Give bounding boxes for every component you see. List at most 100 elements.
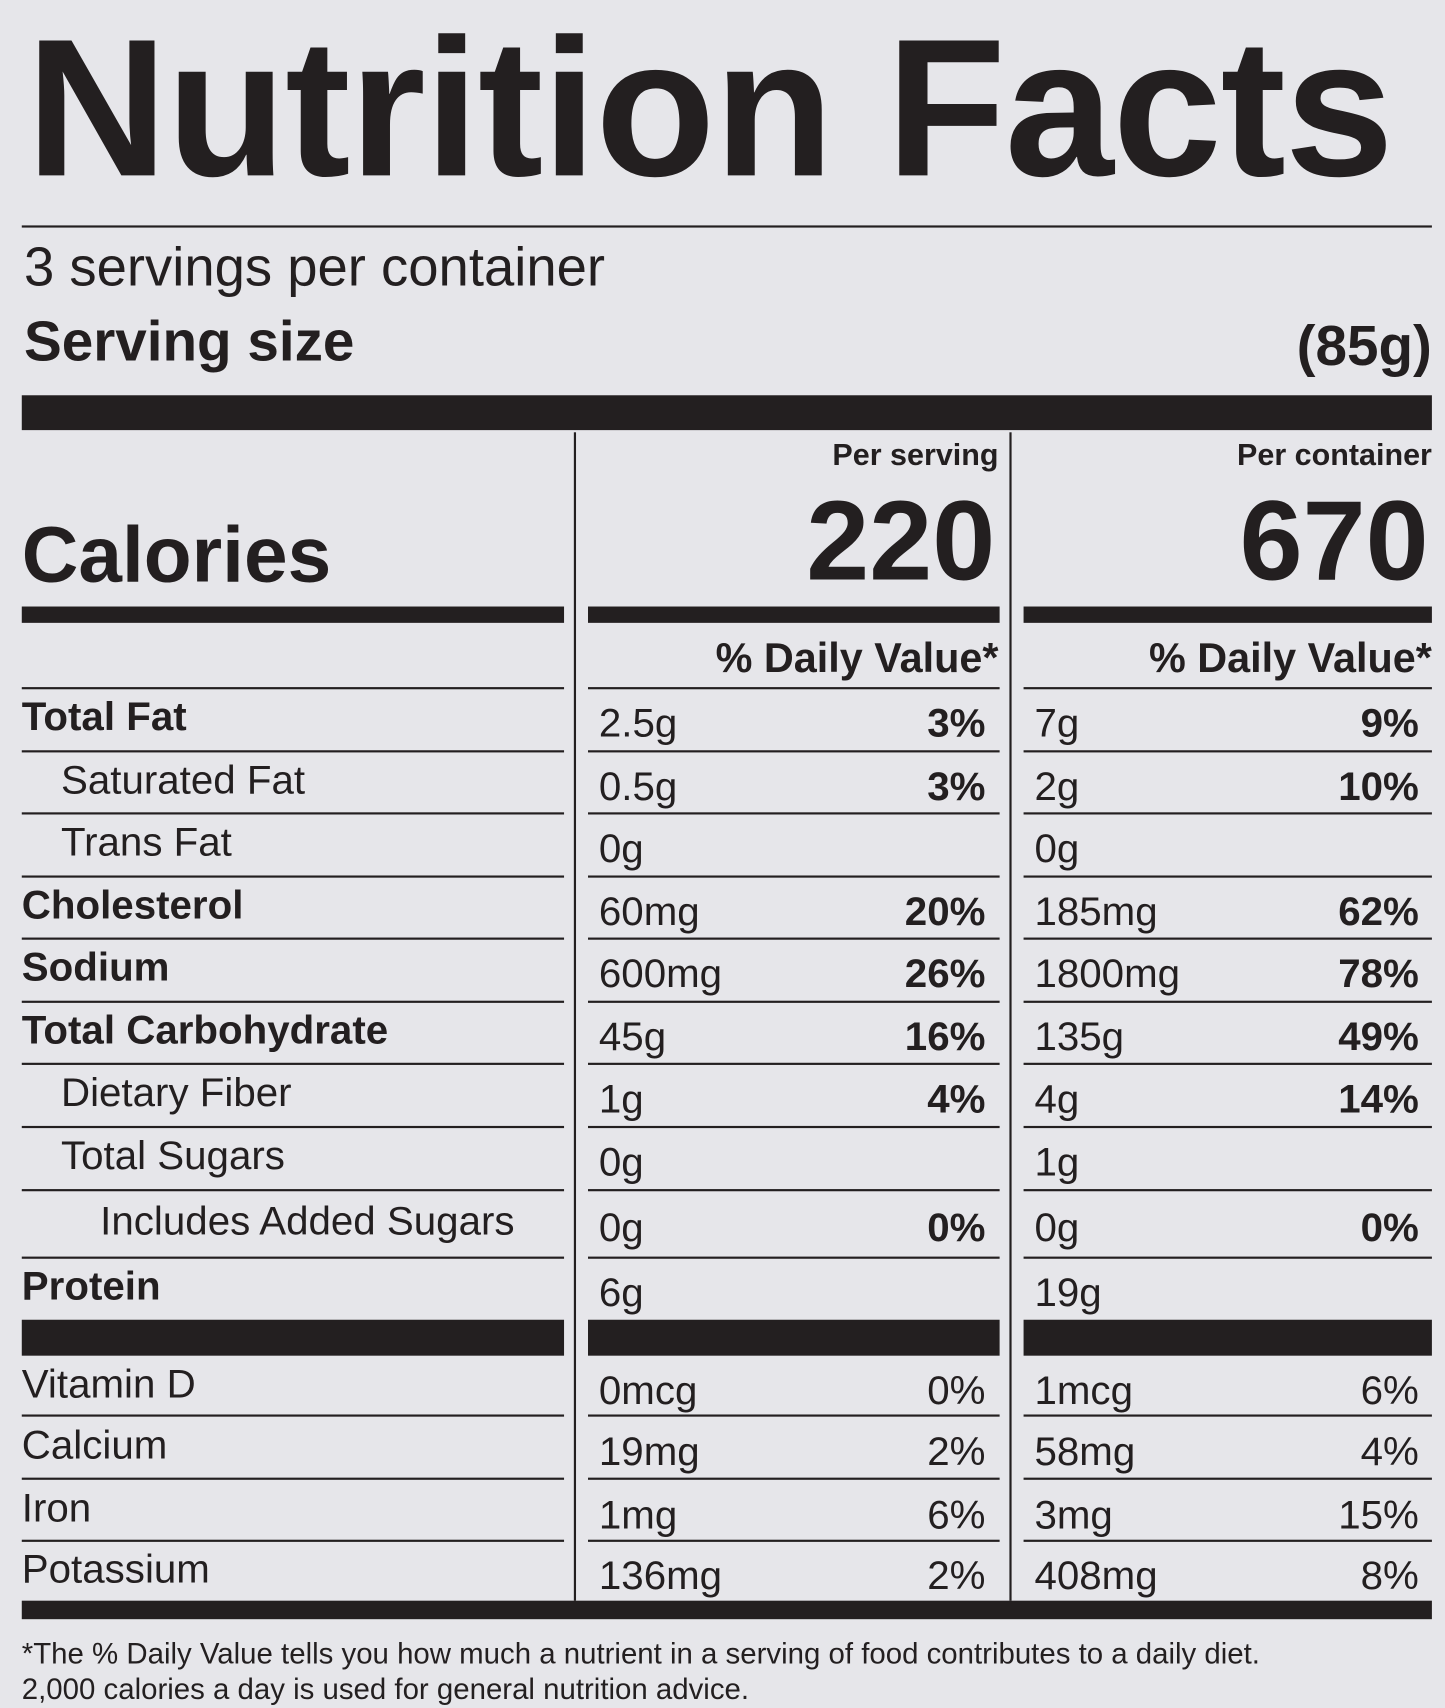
amount: 2g — [1034, 763, 1080, 808]
rule — [21, 1000, 565, 1003]
nutrient-name: Saturated Fat — [60, 756, 306, 802]
rule — [1023, 1000, 1432, 1003]
rule — [1023, 687, 1432, 690]
daily-value: 0% — [927, 1367, 986, 1413]
nutrient-name: Total Sugars — [60, 1133, 285, 1178]
daily-value: 3% — [927, 700, 986, 746]
rule — [21, 875, 565, 878]
calories-value: 220 — [806, 478, 996, 605]
amount: 58mg — [1034, 1429, 1136, 1474]
rule — [21, 1539, 565, 1542]
amount: 2.5g — [598, 700, 678, 746]
rule — [588, 1062, 1000, 1065]
amount: 0g — [1034, 825, 1080, 871]
dv-heading: % Daily Value* — [715, 635, 999, 682]
amount: 0g — [598, 825, 644, 871]
amount: 0g — [598, 1204, 644, 1250]
daily-value: 26% — [904, 951, 986, 996]
rule — [21, 750, 565, 753]
rule — [588, 750, 1000, 753]
thick-rule — [588, 606, 1000, 623]
thick-rule — [21, 606, 565, 623]
thick-rule — [1023, 606, 1432, 623]
thick-rule — [21, 395, 1432, 431]
amount: 4g — [1034, 1076, 1080, 1122]
rule — [1023, 1414, 1432, 1417]
rule — [588, 1477, 1000, 1480]
amount: 1mg — [598, 1491, 678, 1537]
daily-value: 14% — [1338, 1076, 1419, 1122]
rule — [588, 812, 1000, 815]
vitamin-name: Vitamin D — [21, 1361, 196, 1406]
daily-value: 2% — [927, 1552, 986, 1598]
rule — [21, 1125, 565, 1129]
daily-value: 9% — [1360, 700, 1419, 746]
amount: 19g — [1034, 1269, 1102, 1315]
serving-size-label: Serving size — [23, 310, 355, 374]
rule — [588, 1256, 1000, 1259]
rule — [588, 937, 1000, 940]
nutrient-name: Protein — [21, 1263, 161, 1308]
amount: 1g — [598, 1076, 644, 1122]
daily-value: 20% — [904, 888, 986, 934]
vitamin-name: Iron — [21, 1485, 92, 1530]
rule — [1023, 1256, 1432, 1259]
rule — [1023, 812, 1432, 815]
rule — [1023, 875, 1432, 878]
thick-rule — [21, 1600, 1432, 1620]
amount: 1800mg — [1034, 951, 1181, 996]
nutrient-name: Trans Fat — [60, 819, 232, 865]
rule — [21, 687, 565, 690]
daily-value: 10% — [1338, 763, 1419, 808]
footnote: 2,000 calories a day is used for general… — [21, 1673, 750, 1706]
rule — [21, 1062, 565, 1065]
amount: 1g — [1034, 1139, 1080, 1185]
rule — [1023, 1539, 1432, 1542]
daily-value: 0% — [927, 1204, 986, 1250]
thick-rule — [588, 1319, 1000, 1356]
amount: 136mg — [598, 1552, 723, 1598]
column-heading: Per container — [1237, 437, 1432, 472]
rule — [1023, 937, 1432, 940]
rule — [1023, 1062, 1432, 1065]
amount: 0g — [1034, 1204, 1080, 1250]
calories-value: 670 — [1239, 478, 1429, 605]
rule — [21, 812, 565, 815]
amount: 0mcg — [598, 1367, 698, 1413]
column-divider — [1009, 432, 1012, 1601]
amount: 7g — [1034, 700, 1080, 746]
serving-size: (85g) — [1296, 314, 1432, 378]
column-divider — [573, 432, 577, 1601]
footnote: *The % Daily Value tells you how much a … — [21, 1637, 1260, 1670]
servings: 3 servings per container — [23, 236, 606, 298]
nutrient-name: Dietary Fiber — [60, 1069, 292, 1115]
rule — [1023, 1189, 1432, 1192]
daily-value: 4% — [1360, 1429, 1419, 1474]
thick-rule — [21, 1319, 565, 1356]
rule — [588, 1539, 1000, 1542]
amount: 0.5g — [598, 763, 678, 808]
daily-value: 3% — [927, 763, 986, 808]
daily-value: 8% — [1360, 1552, 1419, 1598]
amount: 0g — [598, 1139, 644, 1185]
daily-value: 6% — [927, 1491, 986, 1537]
title: Nutrition Facts — [26, 0, 1394, 218]
daily-value: 62% — [1338, 888, 1419, 934]
rule — [588, 875, 1000, 878]
rule — [588, 1189, 1000, 1192]
thick-rule — [1023, 1319, 1432, 1356]
rule — [1023, 1477, 1432, 1480]
amount: 60mg — [598, 888, 700, 934]
amount: 45g — [598, 1013, 667, 1059]
daily-value: 6% — [1360, 1367, 1419, 1413]
rule — [21, 1189, 565, 1192]
amount: 19mg — [598, 1429, 700, 1474]
rule — [21, 1477, 565, 1480]
rule — [21, 937, 565, 940]
amount: 6g — [598, 1269, 644, 1315]
daily-value: 4% — [927, 1076, 986, 1122]
daily-value: 16% — [904, 1013, 986, 1059]
dv-heading: % Daily Value* — [1148, 635, 1432, 682]
